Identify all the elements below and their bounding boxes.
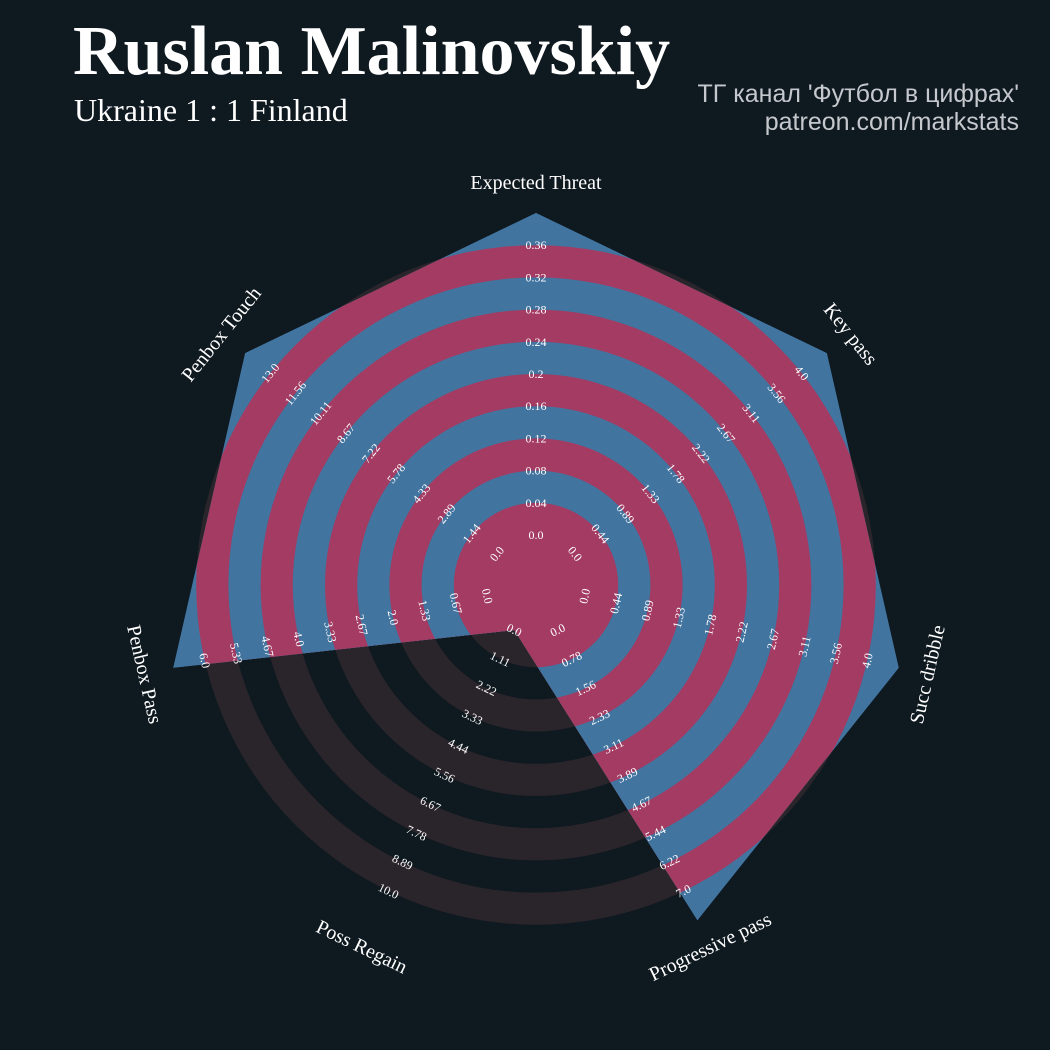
- tick-label: 2.0: [385, 609, 402, 627]
- tick-label: 1.33: [415, 599, 433, 623]
- tick-label: 6.0: [196, 652, 213, 670]
- tick-label: 0.0: [505, 620, 525, 639]
- tick-label: 4.0: [859, 652, 876, 670]
- tick-label: 3.33: [321, 620, 339, 644]
- match-subtitle: Ukraine 1 : 1 Finland: [74, 92, 348, 128]
- tick-label: 0.12: [526, 431, 547, 445]
- tick-label: 0.44: [607, 592, 625, 616]
- tick-label: 0.36: [526, 238, 547, 252]
- tick-label: 0.16: [526, 399, 547, 413]
- patreon-credit: patreon.com/markstats: [764, 108, 1019, 136]
- tick-label: 0.89: [638, 599, 656, 623]
- tick-label: 0.0: [479, 587, 496, 605]
- player-name-title: Ruslan Malinovskiy: [73, 13, 671, 90]
- tick-label: 2.22: [733, 620, 751, 644]
- tick-label: 0.2: [529, 367, 544, 381]
- tick-label: 2.67: [764, 627, 782, 651]
- axis-label: Expected Threat: [470, 172, 602, 194]
- tick-label: 4.0: [290, 630, 307, 648]
- tick-label: 1.33: [670, 606, 688, 630]
- tick-label: 0.0: [529, 528, 544, 542]
- tick-label: 3.56: [827, 642, 845, 666]
- tick-label: 2.67: [353, 613, 371, 637]
- tick-label: 4.67: [258, 635, 276, 659]
- tick-label: 0.67: [447, 592, 465, 616]
- tick-label: 3.11: [795, 635, 813, 658]
- tick-label: 0.0: [576, 587, 593, 605]
- tick-label: 0.04: [526, 496, 547, 510]
- value-band-center: [486, 535, 586, 635]
- axis-label: Succ dribble: [906, 623, 950, 726]
- tick-label: 7.0: [674, 882, 694, 901]
- tick-label: 0.32: [526, 270, 547, 284]
- tick-label: 0.28: [526, 303, 547, 317]
- tick-label: 0.24: [526, 335, 547, 349]
- tick-label: 0.08: [526, 464, 547, 478]
- tick-label: 1.78: [701, 613, 719, 637]
- tick-label: 0.0: [548, 620, 568, 639]
- axis-label: Penbox Pass: [122, 623, 166, 726]
- tick-label: 5.33: [227, 642, 245, 666]
- telegram-credit: ТГ канал 'Футбол в цифрах': [697, 80, 1019, 108]
